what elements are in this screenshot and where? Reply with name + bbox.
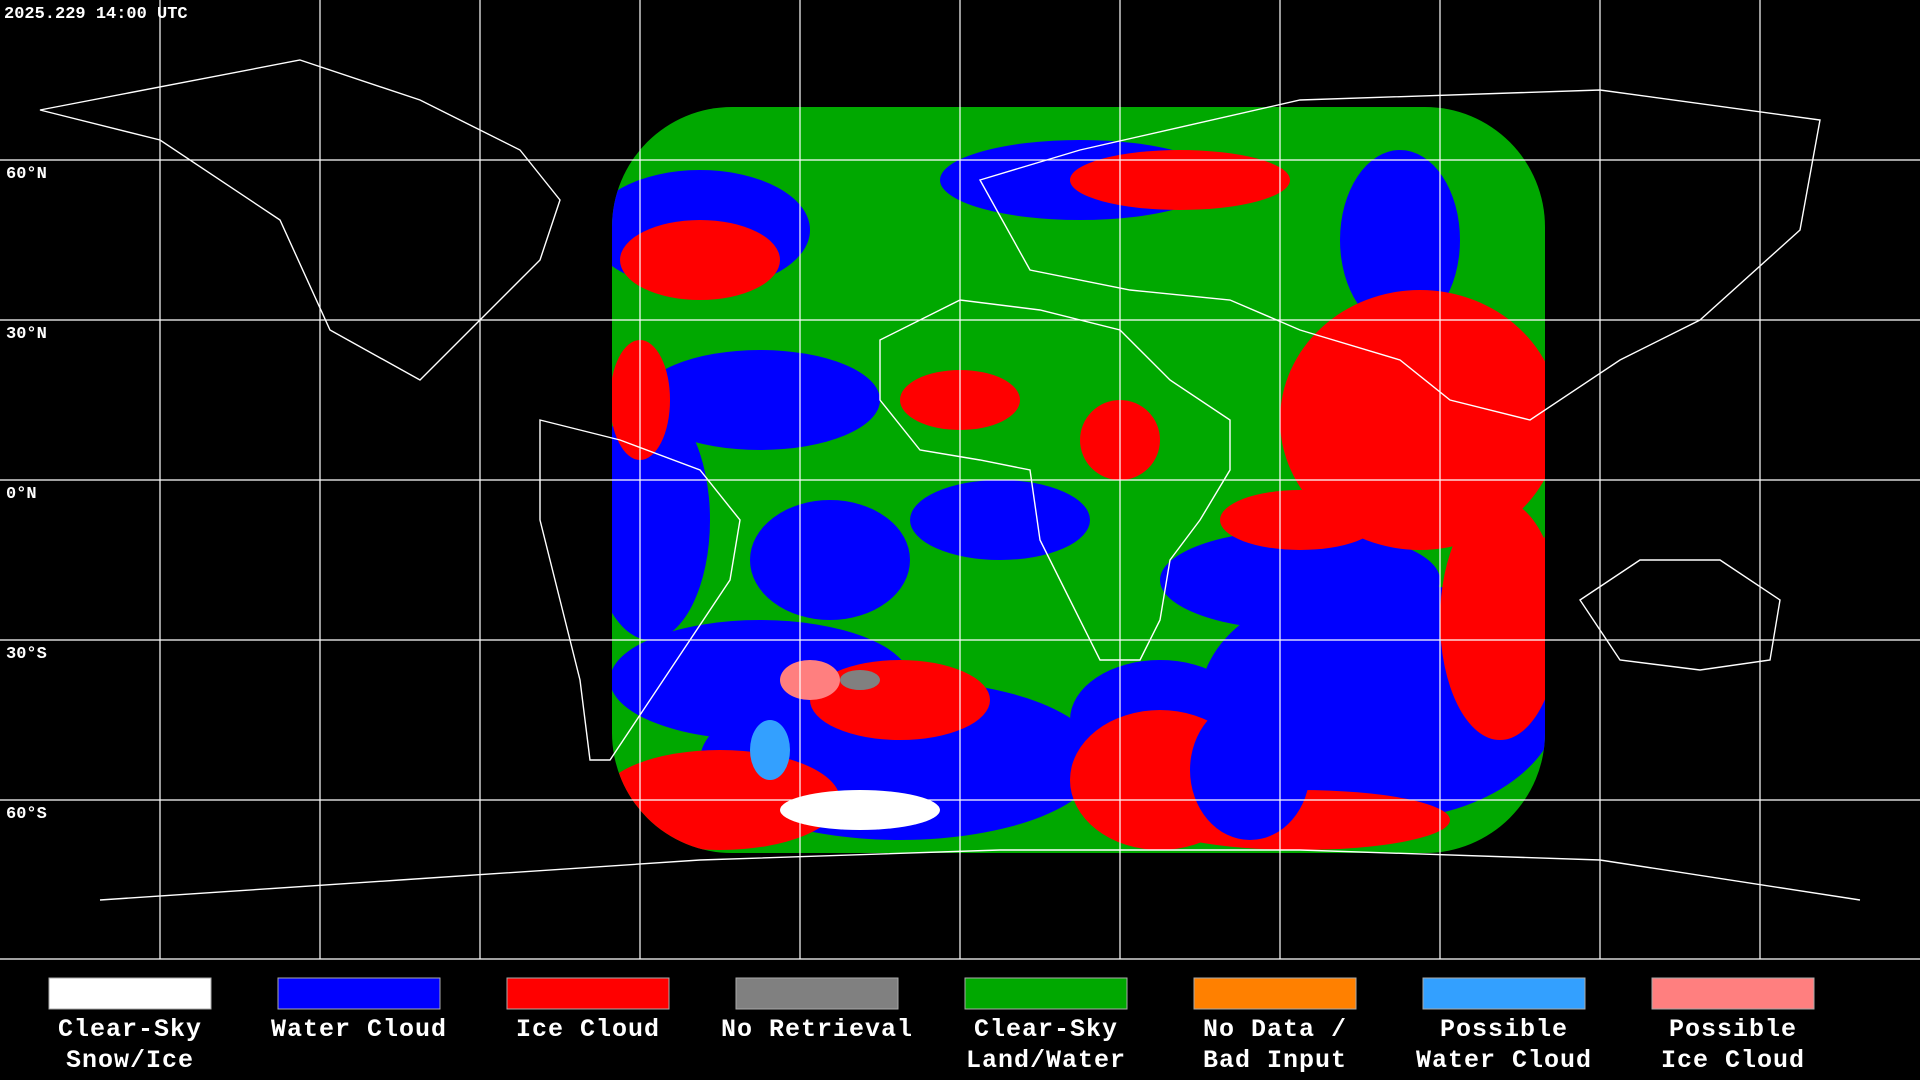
latitude-label: 30°S — [6, 645, 47, 664]
cloud-patch — [780, 660, 840, 700]
cloud-patch — [612, 400, 710, 640]
legend-swatch — [506, 977, 670, 1010]
legend-label: Land/Water — [966, 1046, 1126, 1075]
legend-swatch — [277, 977, 441, 1010]
legend-label: Clear-Sky — [58, 1015, 202, 1044]
legend-label: Clear-Sky — [974, 1015, 1118, 1044]
legend-swatch — [735, 977, 899, 1010]
cloud-patch — [1340, 150, 1460, 330]
cloud-patch — [1440, 500, 1545, 740]
cloud-patch — [1190, 700, 1310, 840]
latitude-label: 60°S — [6, 805, 47, 824]
cloud-patch — [620, 220, 780, 300]
legend-label: Ice Cloud — [1661, 1046, 1805, 1075]
legend-label: Snow/Ice — [66, 1046, 194, 1075]
legend-label: Ice Cloud — [516, 1015, 660, 1044]
cloud-patch — [1220, 490, 1380, 550]
cloud-patch — [910, 480, 1090, 560]
legend-swatch — [1651, 977, 1815, 1010]
legend-label: Possible — [1440, 1015, 1568, 1044]
cloud-patch — [840, 670, 880, 690]
cloud-patch — [750, 720, 790, 780]
latitude-labels: 60°N 30°N 0°N 30°S 60°S — [6, 165, 47, 824]
legend-label: Water Cloud — [1416, 1046, 1592, 1075]
graticule — [0, 0, 1920, 960]
latitude-label: 30°N — [6, 325, 47, 344]
latitude-label: 60°N — [6, 165, 47, 184]
cloud-patch — [640, 350, 880, 450]
north-america-outline — [39, 59, 561, 381]
timestamp: 2025.229 14:00 UTC — [4, 5, 188, 24]
legend-swatch — [964, 977, 1128, 1010]
latitude-label: 0°N — [6, 485, 37, 504]
legend-swatch — [48, 977, 212, 1010]
eurasia-outline — [978, 89, 1821, 421]
legend-swatch — [1422, 977, 1586, 1010]
legend-label: Possible — [1669, 1015, 1797, 1044]
australia-outline — [1579, 559, 1781, 671]
cloud-patch — [750, 500, 910, 620]
cloud-patch — [780, 790, 940, 830]
cloud-patch — [1160, 530, 1440, 630]
legend-label: No Retrieval — [721, 1015, 913, 1044]
south-america-outline — [539, 419, 741, 761]
legend-swatch — [1193, 977, 1357, 1010]
cloud-patch — [1280, 290, 1545, 550]
legend-label: Water Cloud — [271, 1015, 447, 1044]
legend-label: No Data / — [1203, 1015, 1347, 1044]
legend-label: Bad Input — [1203, 1046, 1347, 1075]
cloud-patch — [1070, 150, 1290, 210]
